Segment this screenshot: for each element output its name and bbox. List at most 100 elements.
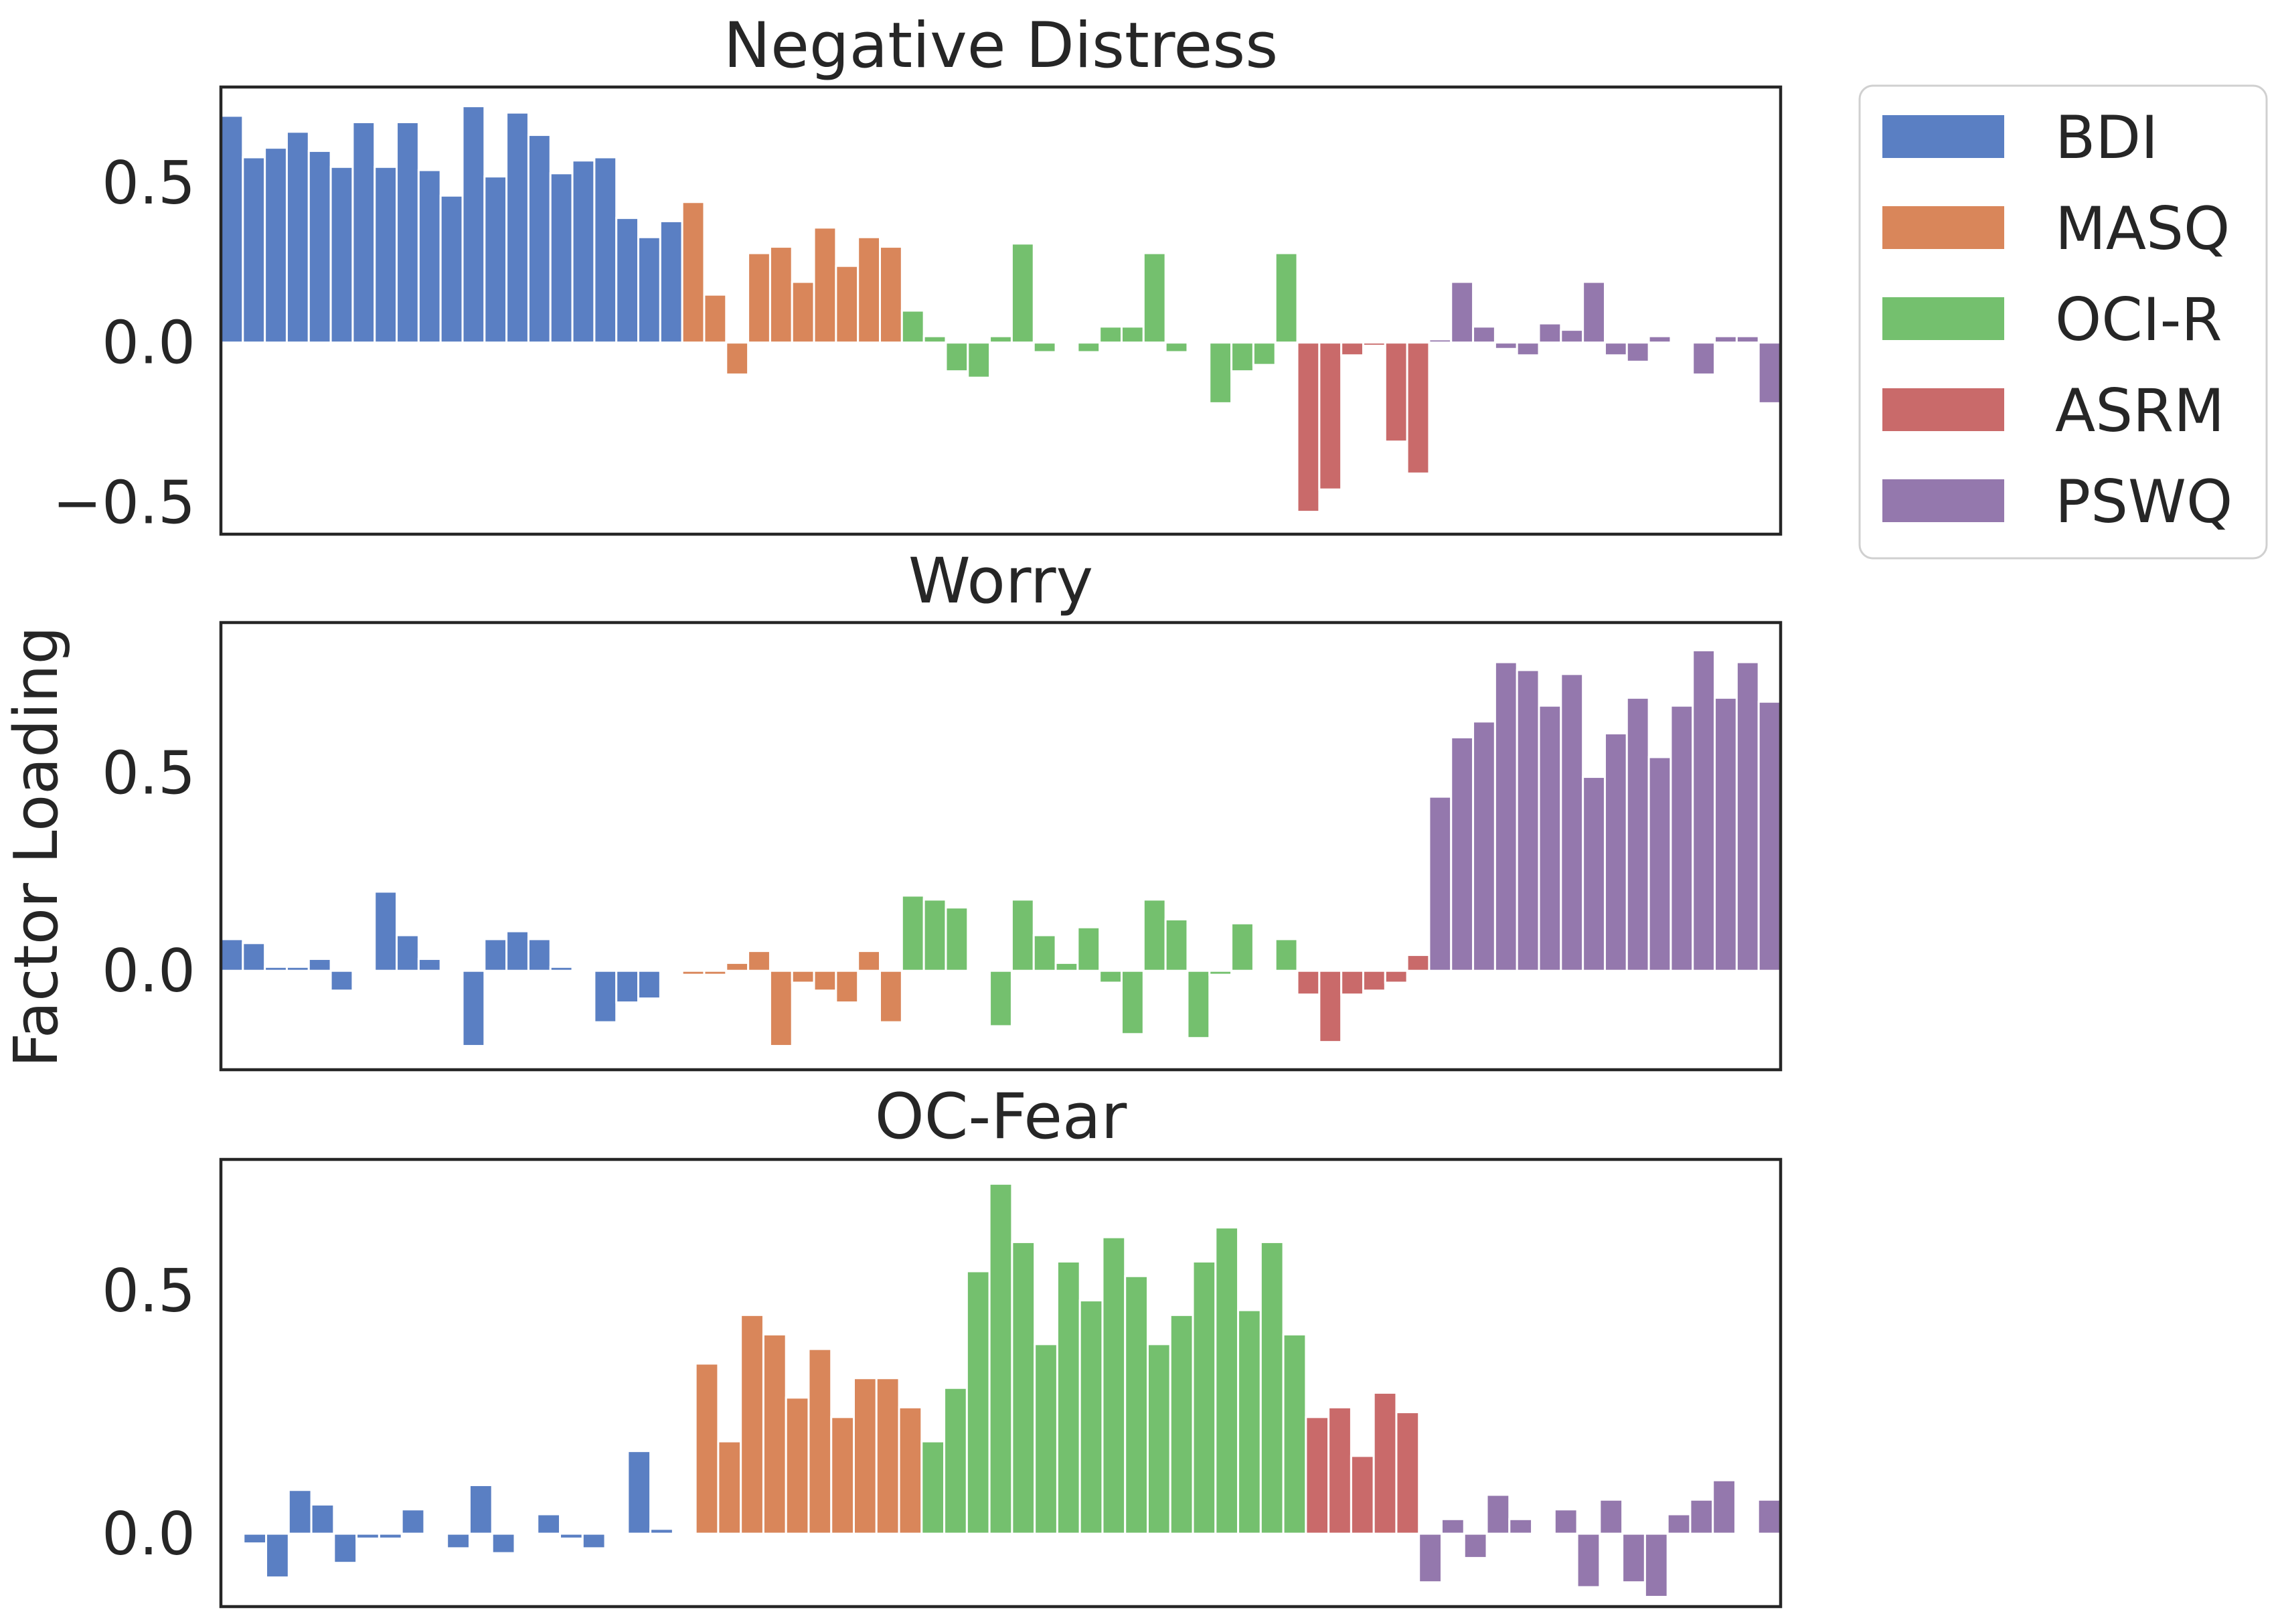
bar-masq-7	[813, 969, 837, 992]
bar-bdi-19	[615, 969, 640, 1003]
bar-pswq-3	[1472, 325, 1496, 344]
bar-pswq-16	[1757, 700, 1782, 972]
series-bdi	[220, 105, 683, 344]
bar-bdi-9	[396, 120, 420, 344]
bar-oci-r-5	[1011, 1240, 1036, 1535]
bar-bdi-14	[505, 930, 530, 972]
plot-frame	[219, 1157, 1783, 1609]
bar-oci-r-1	[900, 309, 925, 344]
legend-entry-pswq: PSWQ	[1882, 467, 2232, 536]
bar-oci-r-8	[1054, 961, 1079, 972]
bar-oci-r-3	[965, 1270, 991, 1535]
series-masq	[681, 201, 903, 376]
bar-oci-r-11	[1146, 1343, 1171, 1535]
bar-pswq-3	[1463, 1532, 1488, 1559]
bar-oci-r-6	[1010, 242, 1035, 344]
bar-bdi-16	[549, 965, 574, 972]
bar-pswq-7	[1560, 329, 1584, 344]
bar-masq-9	[857, 236, 882, 344]
bar-asrm-3	[1340, 969, 1364, 996]
bar-asrm-6	[1406, 954, 1431, 972]
bar-oci-r-5	[989, 335, 1013, 344]
legend-label: ASRM	[2055, 376, 2224, 445]
bar-oci-r-10	[1098, 325, 1123, 344]
series-pswq	[1428, 280, 1782, 404]
bar-asrm-1	[1296, 341, 1321, 513]
bar-oci-r-16	[1230, 341, 1254, 373]
bar-oci-r-16	[1259, 1240, 1285, 1535]
bar-pswq-9	[1603, 732, 1628, 972]
bar-bdi-13	[491, 1532, 516, 1554]
bar-bdi-4	[285, 131, 310, 344]
bar-pswq-2	[1450, 280, 1475, 344]
bar-bdi-6	[329, 165, 354, 344]
bar-asrm-5	[1384, 969, 1408, 984]
bar-pswq-2	[1440, 1518, 1465, 1535]
bar-oci-r-14	[1214, 1226, 1240, 1535]
bar-masq-6	[791, 969, 815, 984]
bar-oci-r-3	[945, 341, 969, 373]
bar-oci-r-7	[1032, 341, 1057, 353]
bar-pswq-5	[1508, 1518, 1534, 1535]
bar-masq-5	[768, 246, 793, 344]
bar-bdi-8	[374, 165, 398, 344]
bar-masq-1	[681, 969, 706, 976]
bar-masq-1	[681, 201, 706, 344]
bar-pswq-15	[1735, 661, 1760, 972]
bar-pswq-5	[1516, 341, 1540, 357]
panel-title: Worry	[908, 545, 1093, 618]
bar-oci-r-9	[1076, 341, 1101, 353]
bar-masq-9	[857, 950, 882, 972]
bar-pswq-1	[1428, 338, 1453, 344]
bar-masq-4	[747, 950, 771, 972]
bar-bdi-5	[310, 1504, 335, 1535]
bar-asrm-4	[1372, 1392, 1398, 1535]
bar-bdi-19	[627, 1450, 652, 1535]
bar-masq-6	[807, 1348, 833, 1535]
plot-frame	[219, 85, 1783, 536]
bar-bdi-17	[571, 159, 596, 344]
bar-oci-r-1	[900, 894, 925, 972]
bar-oci-r-2	[922, 898, 947, 972]
series-oci-r	[900, 894, 1299, 1040]
legend-label: MASQ	[2055, 194, 2230, 263]
legend-label: OCI-R	[2055, 285, 2222, 354]
bar-bdi-15	[536, 1513, 562, 1535]
bar-asrm-4	[1362, 969, 1386, 992]
bar-oci-r-15	[1208, 969, 1233, 976]
legend-swatch	[1882, 297, 2004, 340]
legend-swatch	[1882, 479, 2004, 522]
bar-oci-r-10	[1098, 969, 1123, 984]
bar-masq-5	[768, 969, 793, 1048]
bar-bdi-18	[593, 156, 618, 344]
bar-masq-2	[717, 1440, 742, 1535]
series-bdi	[220, 1450, 697, 1578]
bar-oci-r-12	[1142, 898, 1167, 972]
bar-bdi-17	[581, 1532, 606, 1550]
bar-oci-r-10	[1124, 1275, 1149, 1535]
bar-oci-r-13	[1164, 341, 1189, 353]
bar-pswq-12	[1670, 704, 1694, 972]
bar-oci-r-4	[988, 1182, 1013, 1535]
bar-bdi-12	[461, 105, 486, 344]
bar-bdi-3	[265, 1532, 290, 1578]
bar-asrm-4	[1362, 341, 1386, 347]
bar-bdi-1	[220, 938, 244, 972]
bar-pswq-9	[1603, 341, 1628, 357]
bar-masq-7	[830, 1416, 856, 1535]
bar-oci-r-16	[1230, 922, 1254, 972]
bar-bdi-12	[461, 969, 486, 1048]
bar-masq-10	[898, 1406, 923, 1535]
bar-bdi-12	[468, 1483, 493, 1535]
series-asrm	[1305, 1392, 1420, 1535]
bar-bdi-8	[374, 890, 398, 972]
bar-pswq-4	[1485, 1493, 1511, 1535]
bar-oci-r-18	[1274, 938, 1299, 972]
y-tick-label: 0.5	[102, 1256, 195, 1325]
bar-oci-r-14	[1186, 969, 1211, 1040]
series-masq	[681, 950, 903, 1048]
bar-bdi-18	[593, 969, 618, 1024]
panel-oc-fear: OC-Fear 0.0 0.5	[102, 1080, 1783, 1609]
bar-oci-r-3	[945, 906, 969, 972]
